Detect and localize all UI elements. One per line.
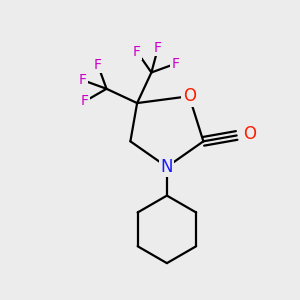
Text: F: F xyxy=(133,45,141,59)
Text: F: F xyxy=(154,41,162,55)
Text: N: N xyxy=(160,158,173,176)
Text: F: F xyxy=(94,58,102,72)
Text: F: F xyxy=(171,57,179,71)
Text: F: F xyxy=(81,94,88,109)
Text: F: F xyxy=(79,73,87,87)
Text: O: O xyxy=(243,125,256,143)
Text: O: O xyxy=(183,87,196,105)
